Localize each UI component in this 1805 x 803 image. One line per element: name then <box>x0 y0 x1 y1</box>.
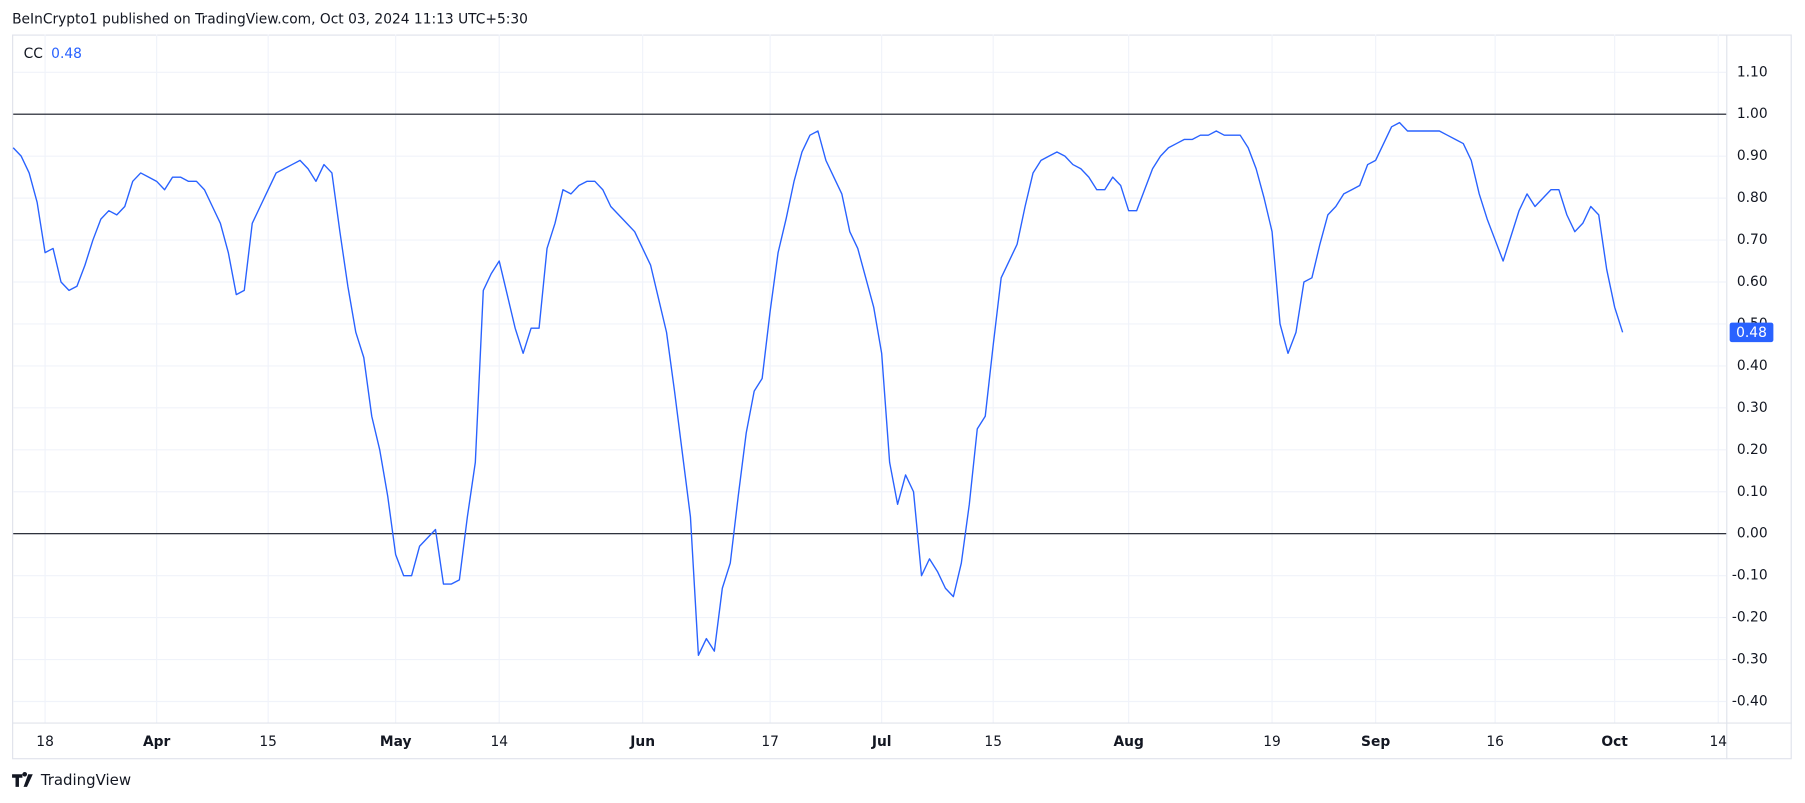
footer-brand: TradingView <box>40 771 131 789</box>
x-tick-label: 14 <box>1709 734 1727 750</box>
x-tick-label: May <box>380 734 412 750</box>
y-tick-label: 0.80 <box>1737 190 1768 206</box>
header: BeInCrypto1 published on TradingView.com… <box>12 12 528 28</box>
footer-logo <box>12 771 33 787</box>
x-tick-label: 19 <box>1263 734 1281 750</box>
x-tick-label: 17 <box>761 734 779 750</box>
x-tick-label: Oct <box>1601 734 1628 750</box>
x-tick-label: Sep <box>1361 734 1390 750</box>
reference-lines <box>13 113 1727 535</box>
x-tick-label: 15 <box>259 734 277 750</box>
x-tick-label: 18 <box>36 734 54 750</box>
y-tick-label: 0.00 <box>1737 526 1768 542</box>
plot <box>12 121 1624 657</box>
y-tick-label: -0.30 <box>1732 652 1768 668</box>
chart-frame <box>12 34 1792 760</box>
x-tick-label: Jul <box>871 734 892 750</box>
series-line <box>12 121 1624 657</box>
y-tick-label: 0.30 <box>1737 400 1768 416</box>
x-tick-label: Jun <box>629 734 655 750</box>
axes: 1.101.000.900.800.700.600.500.400.300.20… <box>36 64 1774 750</box>
y-tick-label: 1.10 <box>1737 64 1768 80</box>
x-tick-label: 16 <box>1486 734 1504 750</box>
y-tick-label: 0.20 <box>1737 442 1768 458</box>
y-tick-label: 0.70 <box>1737 232 1768 248</box>
x-tick-label: 15 <box>984 734 1002 750</box>
y-tick-label: 0.60 <box>1737 274 1768 290</box>
y-tick-label: 0.90 <box>1737 148 1768 164</box>
x-tick-label: 14 <box>490 734 508 750</box>
y-tick-label: 1.00 <box>1737 106 1768 122</box>
price-tag-label: 0.48 <box>1736 325 1767 341</box>
price-tag <box>1729 322 1774 343</box>
y-tick-label: -0.20 <box>1732 610 1768 626</box>
grid <box>13 34 1727 723</box>
y-tick-label: 0.10 <box>1737 484 1768 500</box>
y-tick-label: 0.40 <box>1737 358 1768 374</box>
legend-value: 0.48 <box>51 46 82 62</box>
legend-name: CC <box>24 46 43 62</box>
y-tick-label: -0.10 <box>1732 568 1768 584</box>
y-tick-label: -0.40 <box>1732 693 1768 709</box>
x-tick-label: Apr <box>143 734 171 750</box>
x-tick-label: Aug <box>1113 734 1143 750</box>
